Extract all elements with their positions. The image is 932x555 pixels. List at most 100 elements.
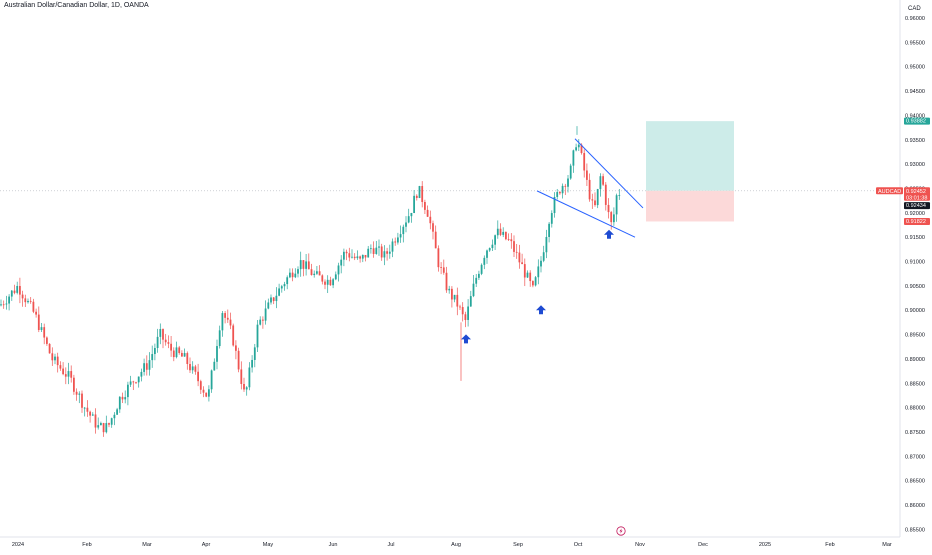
candle-body bbox=[604, 184, 607, 205]
x-tick-label: Oct bbox=[574, 542, 583, 548]
candle-body bbox=[267, 302, 270, 309]
candle-body bbox=[124, 397, 127, 400]
x-tick-label: Jun bbox=[329, 542, 338, 548]
candle-body bbox=[424, 202, 426, 210]
candle-body bbox=[286, 277, 289, 285]
candle-body bbox=[402, 226, 405, 235]
candle-body bbox=[421, 186, 424, 203]
candle-body bbox=[483, 257, 486, 265]
candle-body bbox=[289, 272, 291, 278]
candle-body bbox=[407, 216, 410, 223]
candle-body bbox=[256, 324, 259, 348]
y-tick-label: 0.94500 bbox=[905, 89, 925, 95]
last-price-tag: 0.92452 bbox=[906, 189, 926, 195]
candle-body bbox=[210, 370, 213, 390]
candle-body bbox=[494, 235, 496, 245]
y-tick-label: 0.87500 bbox=[905, 430, 925, 436]
candle-body bbox=[224, 313, 226, 318]
candle-body bbox=[340, 259, 343, 266]
candle-body bbox=[102, 423, 105, 433]
candle-body bbox=[54, 356, 56, 361]
candle-body bbox=[229, 319, 232, 326]
close-price-tag: 0.92434 bbox=[906, 203, 926, 209]
candle-body bbox=[526, 272, 529, 278]
candle-body bbox=[310, 269, 313, 276]
candle-body bbox=[602, 176, 604, 185]
candle-body bbox=[59, 365, 62, 369]
candle-body bbox=[556, 192, 559, 197]
candle-body bbox=[0, 304, 2, 306]
candle-body bbox=[46, 337, 48, 344]
candle-body bbox=[383, 251, 386, 258]
candle-body bbox=[343, 251, 345, 260]
candle-body bbox=[615, 195, 618, 215]
candle-body bbox=[567, 178, 569, 187]
y-tick-label: 0.86500 bbox=[905, 479, 925, 485]
candle-body bbox=[159, 329, 162, 337]
up-arrow-icon bbox=[461, 334, 471, 344]
candle-body bbox=[521, 262, 523, 265]
candle-body bbox=[283, 284, 286, 287]
candle-body bbox=[451, 288, 453, 300]
candle-body bbox=[478, 273, 480, 278]
candle-body bbox=[105, 423, 108, 433]
candle-body bbox=[32, 301, 35, 312]
y-tick-label: 0.95000 bbox=[905, 65, 925, 71]
candle-body bbox=[359, 256, 361, 259]
candle-body bbox=[35, 311, 37, 315]
candle-body bbox=[264, 308, 267, 321]
candle-body bbox=[561, 185, 564, 194]
candle-body bbox=[388, 251, 391, 254]
candle-body bbox=[453, 294, 456, 300]
candle-body bbox=[496, 228, 499, 236]
candle-body bbox=[197, 371, 199, 382]
axes: CAD0.960000.955000.950000.945000.940000.… bbox=[0, 0, 925, 548]
candle-body bbox=[108, 423, 110, 425]
candle-body bbox=[513, 241, 515, 252]
candle-body bbox=[469, 296, 472, 307]
stop-price-tag: 0.91822 bbox=[906, 219, 926, 225]
y-tick-label: 0.92000 bbox=[905, 211, 925, 217]
candle-body bbox=[132, 381, 135, 383]
candle-body bbox=[135, 382, 137, 384]
candle-body bbox=[205, 392, 208, 397]
candle-body bbox=[113, 414, 116, 419]
candle-body bbox=[594, 200, 596, 206]
candle-body bbox=[40, 327, 43, 330]
candle-body bbox=[213, 361, 216, 371]
candle-body bbox=[472, 283, 475, 297]
candle-body bbox=[278, 288, 280, 296]
x-tick-label: Mar bbox=[882, 542, 892, 548]
candle-body bbox=[81, 393, 83, 408]
candle-body bbox=[118, 396, 121, 410]
candle-body bbox=[100, 423, 102, 426]
candle-body bbox=[337, 265, 340, 275]
candle-body bbox=[429, 216, 432, 224]
position-zones bbox=[646, 121, 734, 222]
x-tick-label: 2025 bbox=[759, 542, 771, 548]
candle-body bbox=[94, 414, 97, 428]
candle-body bbox=[456, 294, 459, 307]
candle-body bbox=[216, 346, 218, 362]
candle-body bbox=[67, 371, 70, 377]
candle-body bbox=[83, 407, 86, 409]
candle-body bbox=[507, 239, 510, 240]
candle-body bbox=[186, 353, 189, 364]
candle-body bbox=[442, 267, 445, 273]
candle-body bbox=[70, 371, 73, 378]
candle-body bbox=[345, 251, 348, 254]
candle-body bbox=[510, 239, 513, 242]
candle-body bbox=[19, 285, 21, 295]
candle-body bbox=[181, 352, 183, 357]
candle-body bbox=[480, 264, 483, 274]
x-tick-label: Apr bbox=[202, 542, 211, 548]
candle-body bbox=[97, 425, 100, 428]
candle-body bbox=[324, 281, 326, 285]
candle-body bbox=[43, 327, 46, 338]
candle-body bbox=[321, 275, 324, 282]
candle-body bbox=[499, 228, 502, 235]
candle-body bbox=[13, 290, 16, 293]
